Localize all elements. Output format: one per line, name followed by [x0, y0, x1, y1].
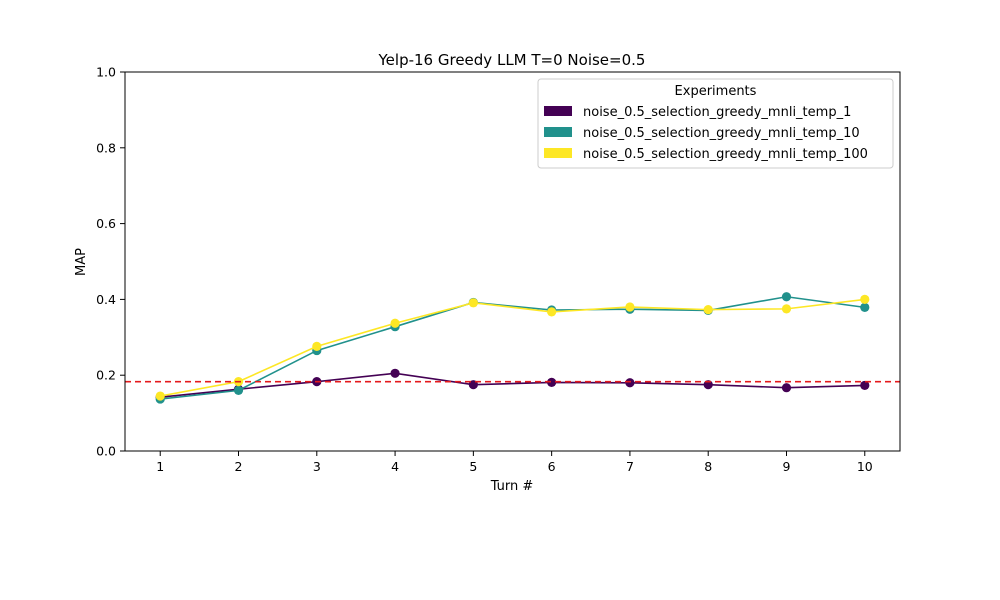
plot-frame — [124, 71, 901, 452]
series-line-1 — [160, 372, 865, 398]
legend-label: noise_0.5_selection_greedy_mnli_temp_10 — [583, 126, 860, 141]
series-3-point — [860, 294, 870, 304]
y-tick-label: 0.8 — [96, 140, 116, 155]
y-tick-label: 0.0 — [96, 444, 116, 459]
x-tick-label: 1 — [156, 459, 164, 474]
series-1-point — [547, 377, 557, 388]
series-1-point — [781, 383, 792, 393]
legend-swatch — [544, 148, 572, 158]
series-3-point — [625, 302, 635, 312]
y-tick-label: 1.0 — [96, 65, 116, 80]
series-3-point — [547, 307, 557, 317]
legend-label: noise_0.5_selection_greedy_mnli_temp_100 — [583, 147, 868, 162]
legend-swatch — [544, 106, 572, 116]
series-2-point — [860, 302, 870, 312]
legend: Experiments noise_0.5_selection_greedy_mn… — [537, 78, 894, 169]
series-line-2 — [160, 295, 865, 400]
y-tick-label: 0.6 — [96, 216, 116, 231]
plot-area — [125, 292, 900, 404]
x-tick-label: 2 — [235, 459, 243, 474]
series-3-point — [781, 304, 792, 314]
series-2-point — [781, 292, 792, 302]
chart-title: Yelp-16 Greedy LLM T=0 Noise=0.5 — [378, 51, 646, 69]
legend-swatch — [544, 127, 572, 137]
x-tick-label: 7 — [626, 459, 634, 474]
x-axis-label: Turn # — [490, 479, 534, 494]
series-1-point — [390, 368, 400, 378]
legend-label: noise_0.5_selection_greedy_mnli_temp_1 — [583, 105, 851, 120]
series-3-point — [312, 341, 322, 351]
series-3-point — [468, 298, 478, 308]
series-line-3 — [160, 298, 865, 397]
series-1-point — [860, 380, 870, 391]
series-1-point — [625, 378, 635, 388]
series-3-point — [703, 305, 713, 315]
series-3-point — [155, 391, 165, 401]
y-axis-label: MAP — [74, 248, 89, 276]
x-tick-label: 9 — [783, 459, 791, 474]
series-3-point — [390, 318, 400, 328]
x-tick-label: 3 — [313, 459, 321, 474]
series-2-point — [233, 385, 244, 395]
x-tick-label: 6 — [548, 459, 556, 474]
legend-title: Experiments — [675, 84, 757, 99]
legend-box — [537, 78, 894, 169]
x-tick-label: 5 — [469, 459, 477, 474]
y-tick-label: 0.4 — [96, 292, 116, 307]
x-tick-label: 8 — [704, 459, 712, 474]
y-tick-label: 0.2 — [96, 368, 116, 383]
axes: 1 2 3 4 5 6 7 8 9 10 0.0 0.2 0.4 0.6 0.8 1.0 — [96, 65, 901, 474]
x-tick-label: 4 — [391, 459, 399, 474]
x-tick-label: 10 — [857, 459, 873, 474]
